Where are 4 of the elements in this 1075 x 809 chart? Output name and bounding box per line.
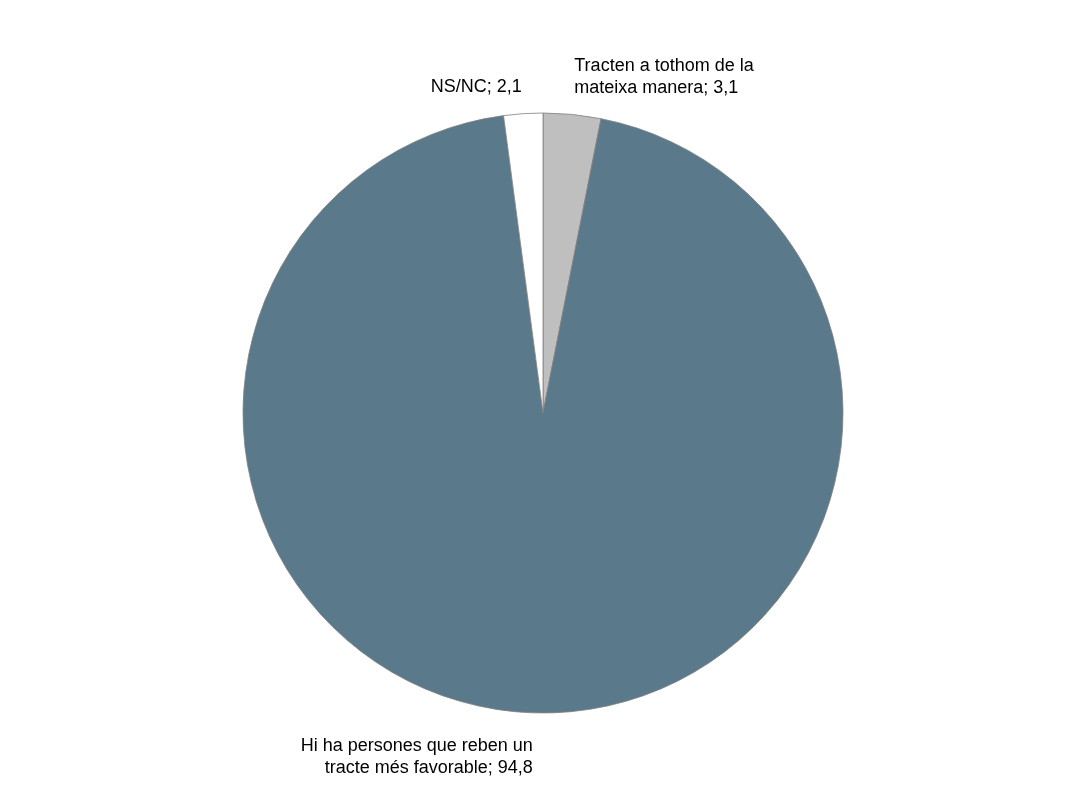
slice-label: Tracten a tothom de la mateixa manera; 3,1 <box>574 54 755 97</box>
pie-slice <box>242 115 844 714</box>
slice-label: Hi ha persones que reben un tracte més favorable; 94,8 <box>300 734 533 777</box>
slice-label: NS/NC; 2,1 <box>430 75 522 96</box>
